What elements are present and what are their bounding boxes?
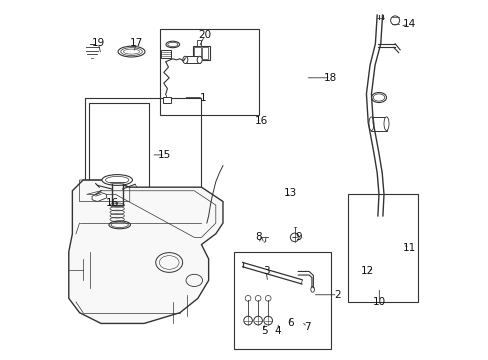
- Polygon shape: [92, 193, 106, 202]
- Text: 5: 5: [261, 325, 267, 336]
- Text: 12: 12: [360, 266, 373, 276]
- Bar: [233, 252, 330, 348]
- Circle shape: [255, 296, 261, 301]
- Ellipse shape: [371, 93, 386, 103]
- Bar: [163, 97, 170, 103]
- Text: 10: 10: [372, 297, 385, 307]
- Ellipse shape: [118, 46, 144, 57]
- Text: 3: 3: [262, 266, 269, 276]
- Circle shape: [244, 296, 250, 301]
- Circle shape: [264, 316, 272, 325]
- Bar: [348, 194, 418, 302]
- Ellipse shape: [183, 56, 187, 63]
- Polygon shape: [69, 180, 223, 323]
- Ellipse shape: [197, 56, 202, 63]
- Ellipse shape: [390, 16, 399, 25]
- Text: 16: 16: [255, 116, 268, 126]
- Text: 19: 19: [91, 38, 104, 48]
- Bar: [193, 46, 201, 59]
- Text: 2: 2: [334, 290, 340, 300]
- Text: 9: 9: [294, 232, 301, 242]
- Bar: [161, 50, 171, 58]
- Text: 8: 8: [254, 232, 261, 242]
- Text: 16: 16: [106, 198, 119, 208]
- Text: 7: 7: [304, 322, 310, 332]
- Text: 1: 1: [200, 93, 206, 103]
- Bar: [85, 98, 201, 223]
- Bar: [88, 103, 149, 191]
- Text: 6: 6: [286, 319, 293, 328]
- Ellipse shape: [368, 117, 373, 131]
- Circle shape: [265, 296, 270, 301]
- Text: 18: 18: [323, 73, 337, 83]
- Bar: [197, 40, 201, 45]
- Text: 13: 13: [283, 188, 296, 198]
- Bar: [192, 45, 209, 60]
- Text: 20: 20: [198, 30, 211, 40]
- Bar: [185, 56, 199, 63]
- Circle shape: [244, 316, 252, 325]
- Bar: [160, 30, 258, 116]
- Text: 15: 15: [158, 150, 171, 160]
- Circle shape: [290, 233, 298, 242]
- Text: 4: 4: [274, 325, 281, 336]
- Text: 11: 11: [402, 243, 415, 253]
- Circle shape: [253, 316, 262, 325]
- Bar: [371, 117, 386, 131]
- Text: 17: 17: [130, 38, 143, 48]
- Text: 14: 14: [402, 19, 415, 29]
- Ellipse shape: [102, 175, 132, 185]
- Bar: [202, 46, 208, 59]
- Ellipse shape: [383, 117, 388, 131]
